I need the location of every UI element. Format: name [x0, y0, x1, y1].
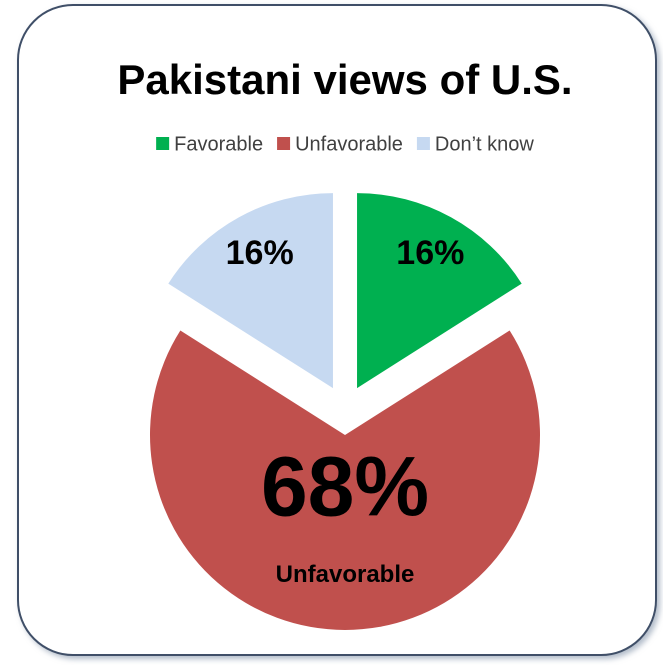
slice-name: Unfavorable	[276, 561, 415, 588]
legend-swatch	[156, 137, 170, 150]
pie-slice	[150, 330, 541, 631]
legend-label: Unfavorable	[295, 133, 403, 155]
pie-slice	[168, 193, 333, 389]
value-label: 68%	[261, 440, 429, 534]
legend-label: Favorable	[174, 133, 263, 155]
legend: Favorable Unfavorable Don’t know	[156, 133, 534, 155]
chart-title: Pakistani views of U.S.	[117, 56, 572, 103]
value-label: 16%	[226, 234, 294, 272]
legend-label: Don’t know	[435, 133, 534, 155]
pie-slice	[357, 193, 522, 389]
value-label: 16%	[396, 234, 464, 272]
legend-swatch	[277, 137, 291, 150]
legend-swatch	[416, 137, 430, 150]
pie: 16% 68% Unfavorable 16%	[150, 193, 541, 631]
